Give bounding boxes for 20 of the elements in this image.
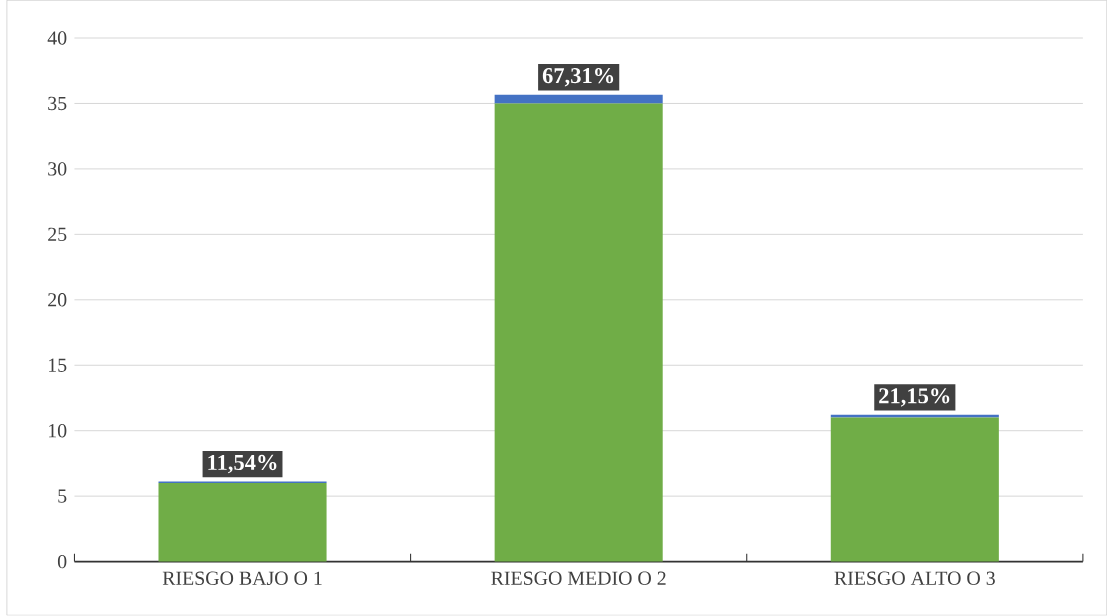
bar — [158, 483, 327, 562]
y-tick-label: 30 — [48, 162, 67, 176]
bar — [494, 94, 663, 104]
data-label: 67,31% — [542, 68, 614, 87]
y-tick-label: 5 — [58, 489, 67, 503]
x-tick-label: RIESGO BAJO O 1 — [162, 571, 322, 586]
x-tick-label: RIESGO ALTO O 3 — [834, 571, 995, 586]
y-tick-label: 40 — [47, 31, 67, 45]
y-tick-label: 0 — [57, 555, 67, 569]
data-label: 21,15% — [879, 388, 950, 407]
bar — [830, 417, 999, 562]
y-tick-label: 10 — [49, 424, 67, 438]
bar — [494, 103, 663, 562]
data-label: 11,54% — [208, 455, 277, 474]
y-tick-label: 25 — [48, 227, 67, 242]
y-tick-label: 20 — [48, 293, 67, 307]
y-tick-label: 15 — [49, 358, 67, 373]
y-tick-label: 35 — [48, 97, 67, 111]
x-tick-label: RIESGO MEDIO O 2 — [491, 571, 666, 586]
bar — [830, 415, 999, 418]
